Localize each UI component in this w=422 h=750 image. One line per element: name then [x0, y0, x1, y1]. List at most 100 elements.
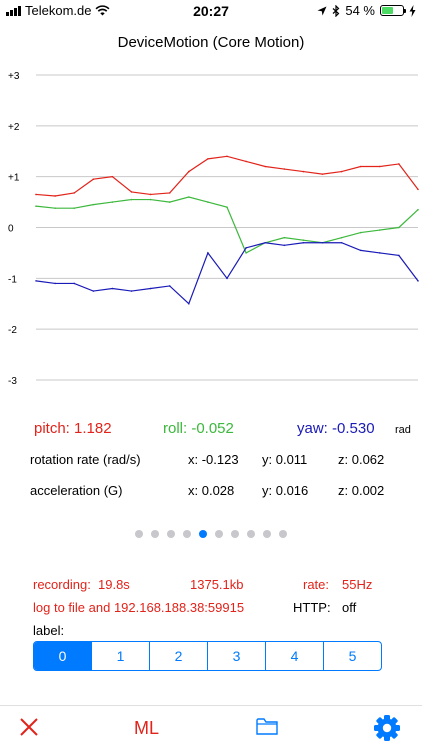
series-line-2	[35, 242, 419, 305]
data-point	[188, 196, 190, 198]
data-point	[149, 198, 152, 201]
wifi-icon	[96, 5, 110, 16]
data-point	[188, 302, 190, 305]
data-point	[54, 282, 56, 285]
data-point	[245, 252, 247, 254]
page-dot[interactable]	[151, 530, 159, 538]
data-point	[149, 287, 152, 290]
data-point	[226, 206, 228, 208]
label-option-3[interactable]: 3	[207, 642, 265, 670]
y-tick-label: -3	[8, 376, 17, 387]
log-destination: log to file and 192.168.188.38:59915	[33, 600, 245, 615]
close-icon[interactable]	[20, 718, 38, 736]
status-bar: Telekom.de 20:27 54 %	[0, 0, 422, 22]
rotation-x: x: -0.123	[188, 452, 239, 467]
data-point	[283, 168, 286, 170]
data-point	[35, 280, 37, 282]
data-point	[417, 208, 419, 211]
data-point	[302, 241, 305, 244]
data-point	[207, 252, 209, 254]
data-point	[340, 170, 343, 173]
y-tick-label: -2	[8, 325, 17, 336]
label-option-0[interactable]: 0	[34, 642, 91, 670]
data-point	[417, 280, 419, 282]
data-point	[226, 277, 228, 280]
rate-value: 55Hz	[342, 577, 373, 592]
data-point	[73, 207, 75, 209]
pitch-value: pitch: 1.182	[34, 420, 112, 437]
data-point	[207, 158, 209, 160]
rotation-y: y: 0.011	[262, 452, 308, 467]
ml-button[interactable]: ML	[134, 718, 160, 738]
page-dot[interactable]	[279, 530, 287, 538]
data-point	[207, 201, 209, 203]
data-point	[130, 290, 133, 292]
carrier-label: Telekom.de	[25, 3, 92, 18]
angle-unit: rad	[395, 424, 411, 436]
page-dot[interactable]	[263, 530, 271, 538]
data-point	[283, 244, 286, 247]
rate-label: rate:	[303, 577, 330, 592]
label-option-4[interactable]: 4	[265, 642, 323, 670]
page-dot[interactable]	[231, 530, 239, 538]
bluetooth-icon	[332, 4, 340, 17]
page-dot[interactable]	[199, 530, 207, 538]
acceleration-x: x: 0.028	[188, 483, 235, 498]
data-point	[35, 193, 37, 196]
label-option-5[interactable]: 5	[323, 642, 381, 670]
data-point	[226, 155, 228, 158]
readings-panel: pitch: 1.182 roll: -0.052 yaw: -0.530 ra…	[0, 418, 422, 528]
recording-duration: 19.8s	[98, 577, 130, 592]
recording-size: 1375.1kb	[190, 577, 244, 592]
data-point	[111, 175, 114, 178]
page-dot[interactable]	[215, 530, 223, 538]
data-point	[149, 193, 152, 196]
label-option-1[interactable]: 1	[91, 642, 149, 670]
data-point	[379, 165, 381, 168]
battery-icon	[380, 5, 406, 16]
data-point	[130, 191, 133, 193]
page-control[interactable]	[0, 530, 422, 538]
motion-chart: +3 +2 +1 0 -1 -2 -3	[8, 71, 419, 387]
status-right: 54 %	[317, 3, 416, 18]
data-point	[340, 236, 343, 239]
gear-icon[interactable]	[373, 714, 401, 742]
rotation-z: z: 0.062	[338, 452, 385, 467]
data-point	[245, 247, 247, 249]
data-point	[302, 239, 305, 242]
folder-icon[interactable]	[256, 717, 278, 735]
data-point	[168, 201, 171, 203]
acceleration-label: acceleration (G)	[30, 483, 123, 498]
data-point	[417, 188, 419, 191]
data-point	[283, 236, 286, 239]
data-point	[379, 252, 381, 254]
data-point	[35, 205, 37, 207]
yaw-value: yaw: -0.530	[297, 420, 375, 437]
data-point	[359, 231, 362, 234]
y-tick-label: 0	[8, 224, 14, 235]
data-point	[321, 173, 324, 175]
data-point	[359, 249, 362, 252]
y-tick-label: -1	[8, 274, 17, 285]
label-option-2[interactable]: 2	[149, 642, 207, 670]
recording-label: recording:	[33, 577, 91, 592]
data-point	[73, 192, 75, 194]
bottom-toolbar: ML	[0, 705, 422, 750]
cell-signal-icon	[6, 5, 21, 16]
data-point	[54, 195, 56, 197]
data-point	[379, 229, 381, 231]
y-tick-label: +2	[8, 122, 20, 133]
data-point	[92, 178, 95, 181]
rotation-rate-label: rotation rate (rad/s)	[30, 452, 141, 467]
data-point	[188, 170, 190, 173]
page-dot[interactable]	[167, 530, 175, 538]
page-dot[interactable]	[183, 530, 191, 538]
data-point	[398, 163, 400, 165]
charging-bolt-icon	[409, 4, 416, 17]
data-point	[54, 207, 56, 209]
data-point	[398, 254, 400, 257]
page-dot[interactable]	[135, 530, 143, 538]
page-dot[interactable]	[247, 530, 255, 538]
data-point	[92, 290, 95, 292]
